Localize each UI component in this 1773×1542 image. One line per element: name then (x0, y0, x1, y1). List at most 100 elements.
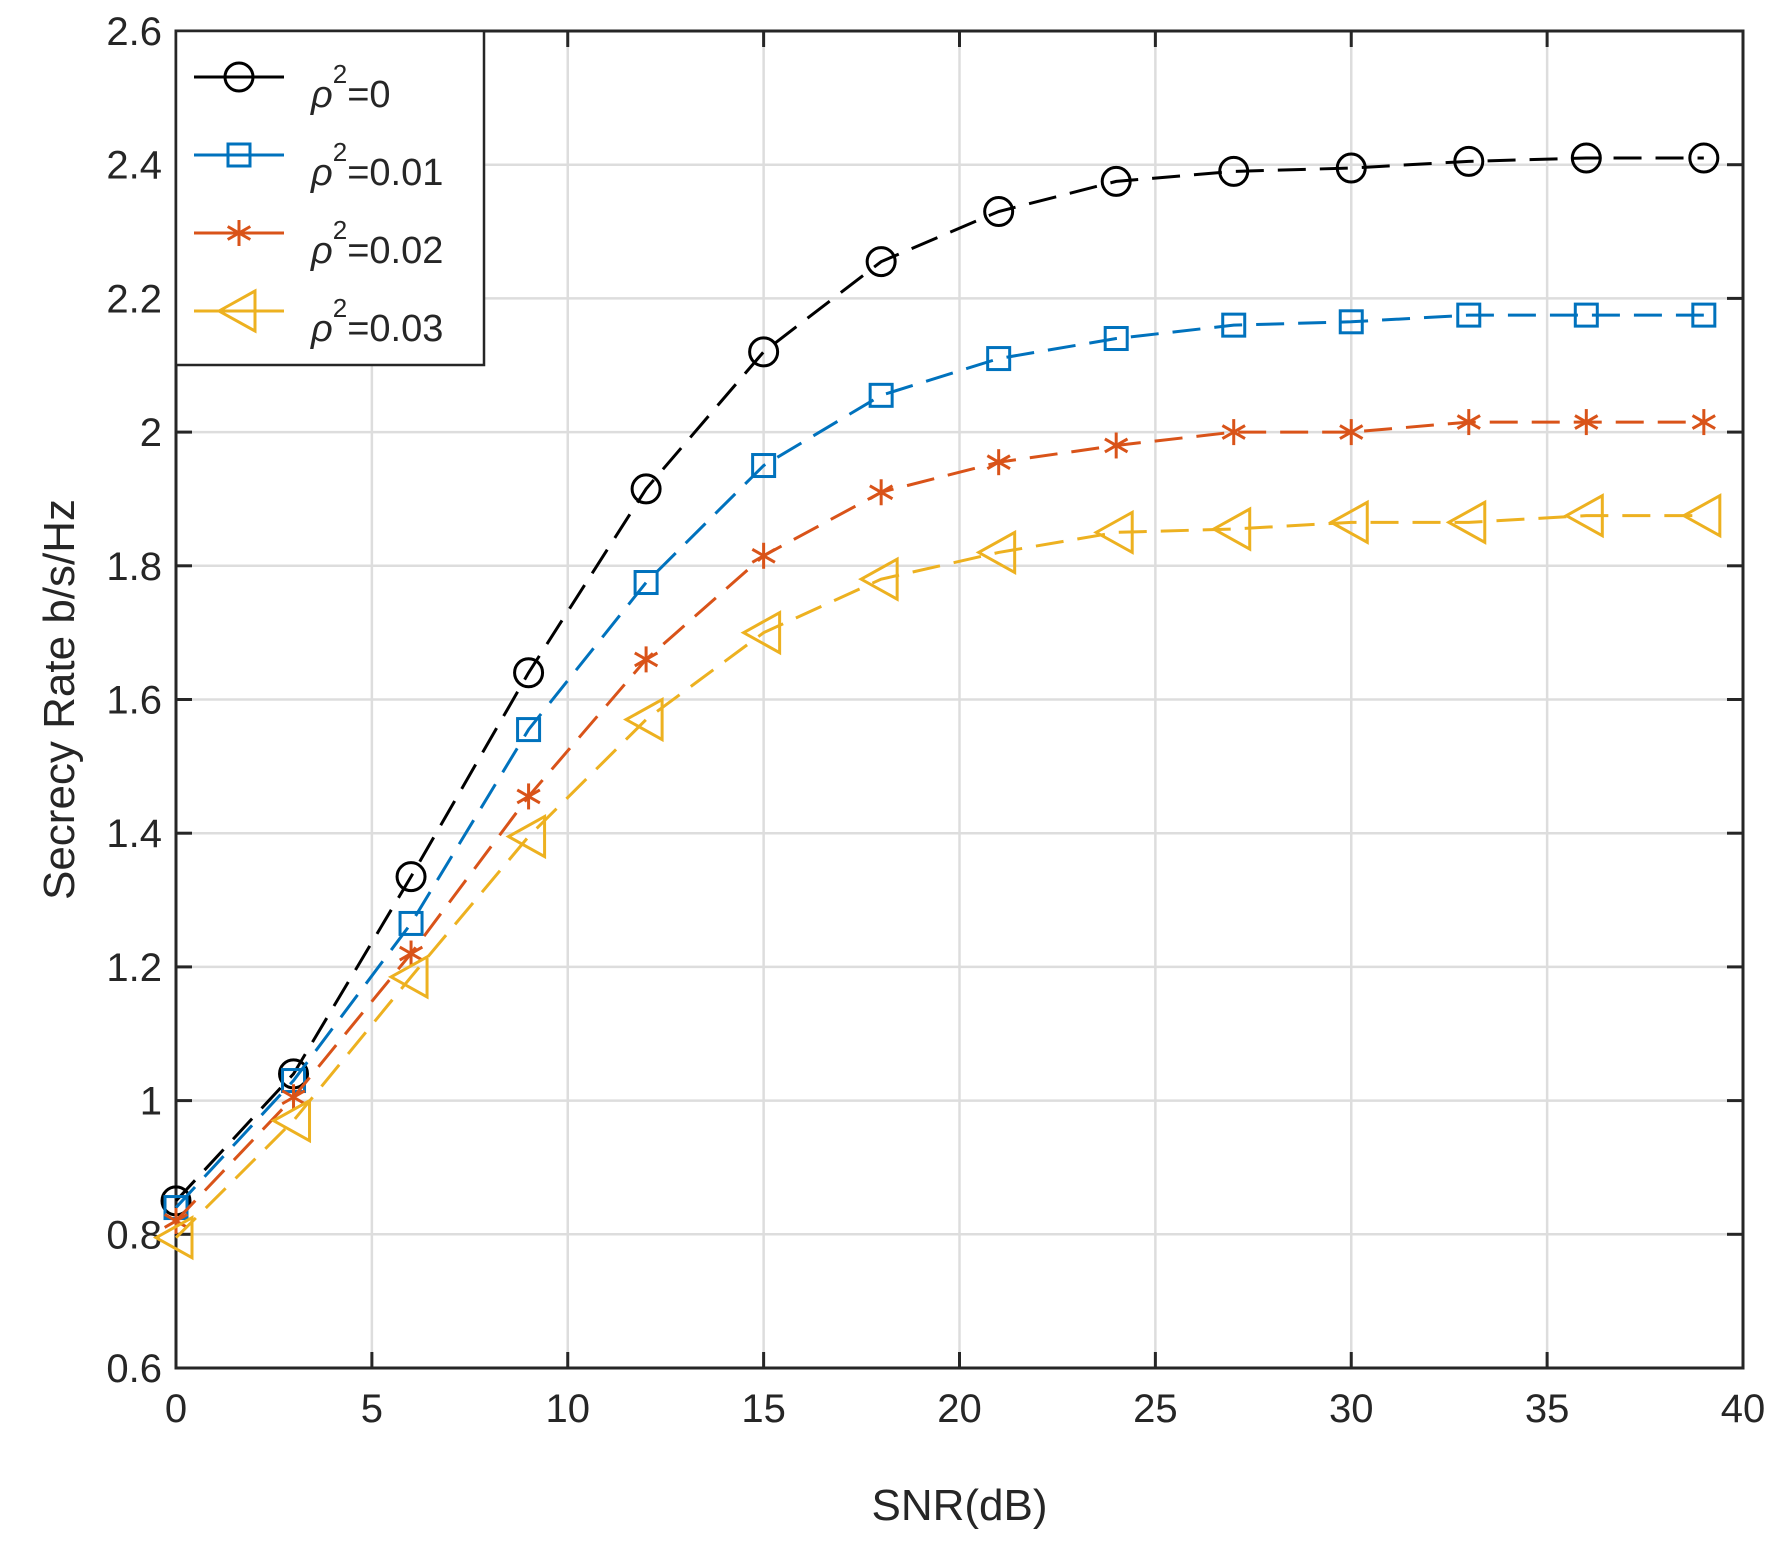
x-tick-label: 20 (937, 1387, 982, 1431)
legend-entry-4: ρ2=0.03 (194, 288, 443, 350)
legend-label: ρ2=0.02 (310, 215, 443, 272)
data-point-square (398, 910, 424, 936)
data-point-triangle-left (1328, 499, 1369, 545)
data-point-asterisk (1339, 419, 1364, 446)
data-point-square (1221, 312, 1247, 338)
data-point-square (1103, 326, 1129, 352)
data-point-circle (1688, 142, 1720, 174)
data-point-triangle-left (387, 954, 429, 1000)
y-tick-label: 2 (140, 411, 162, 455)
x-tick-label: 15 (741, 1387, 786, 1431)
data-point-asterisk (281, 1084, 306, 1111)
x-axis-title: SNR(dB) (871, 1481, 1047, 1530)
data-point-asterisk (869, 479, 894, 506)
legend-label: ρ2=0.03 (310, 293, 443, 350)
series-1 (160, 142, 1720, 1217)
data-point-square (1691, 302, 1717, 328)
data-point-circle (1335, 152, 1367, 184)
legend-marker (226, 220, 252, 246)
legend-marker (223, 61, 255, 93)
data-point-asterisk (1691, 409, 1716, 436)
series-2 (163, 302, 1717, 1221)
legend-marker (215, 288, 257, 334)
data-point-triangle-left (1210, 506, 1252, 552)
data-point-asterisk (163, 1207, 189, 1234)
data-point-triangle-left (975, 529, 1017, 575)
data-point-circle (983, 195, 1015, 227)
data-point-asterisk (1456, 409, 1481, 436)
legend-entry-1: ρ2=0 (194, 59, 391, 116)
data-point-asterisk (1104, 432, 1129, 459)
y-tick-label: 1.4 (106, 812, 162, 856)
data-point-triangle-left (152, 1215, 194, 1261)
legend-label: ρ2=0 (310, 59, 391, 116)
data-point-asterisk (516, 783, 541, 810)
data-point-asterisk (634, 646, 659, 673)
data-point-circle (1570, 142, 1602, 174)
data-point-circle (395, 861, 427, 893)
data-point-square (868, 382, 894, 408)
data-point-asterisk (986, 449, 1011, 476)
x-tick-label: 40 (1721, 1387, 1766, 1431)
x-tick-label: 0 (165, 1387, 187, 1431)
y-tick-label: 2.4 (106, 144, 162, 188)
data-point-triangle-left (1093, 509, 1134, 555)
data-point-circle (1453, 145, 1485, 177)
data-point-square (1338, 309, 1364, 335)
legend-entry-2: ρ2=0.01 (194, 137, 443, 194)
y-tick-label: 2.2 (106, 277, 162, 321)
data-series (152, 142, 1722, 1261)
y-tick-labels: 0.6 0.8 1 1.2 1.4 1.6 1.8 2 2.2 2.4 2.6 (106, 10, 162, 1391)
data-point-square (751, 453, 777, 479)
y-tick-label: 1 (140, 1080, 162, 1124)
x-tick-labels: 0 5 10 15 20 25 30 35 40 (165, 1387, 1765, 1431)
axis-ticks (174, 29, 1745, 1370)
data-point-circle (1100, 165, 1132, 197)
legend-marker (226, 142, 252, 168)
data-point-asterisk (1574, 409, 1599, 436)
data-point-triangle-left (1563, 493, 1604, 539)
series-line (174, 156, 1704, 1202)
y-tick-label: 1.2 (106, 946, 162, 990)
series-line (174, 420, 1704, 1222)
legend-label: ρ2=0.01 (310, 137, 443, 194)
y-tick-label: 1.8 (106, 545, 162, 589)
data-point-circle (513, 657, 545, 689)
data-point-circle (1218, 155, 1250, 187)
data-point-triangle-left (1445, 499, 1487, 545)
series-4 (152, 493, 1722, 1261)
data-point-triangle-left (740, 610, 782, 656)
data-point-triangle-left (505, 813, 547, 860)
data-point-asterisk (398, 940, 424, 967)
x-tick-label: 25 (1133, 1387, 1178, 1431)
y-tick-label: 1.6 (106, 679, 162, 723)
data-point-triangle-left (858, 556, 899, 602)
y-axis-title: Secrecy Rate b/s/Hz (35, 499, 84, 900)
data-point-circle (630, 473, 662, 505)
x-tick-label: 10 (546, 1387, 591, 1431)
data-point-asterisk (751, 542, 776, 569)
y-tick-label: 2.6 (106, 10, 162, 54)
data-point-triangle-left (270, 1098, 312, 1144)
data-point-square (1456, 302, 1482, 328)
y-tick-label: 0.8 (106, 1213, 162, 1257)
y-tick-label: 0.6 (106, 1347, 162, 1391)
x-tick-label: 5 (361, 1387, 383, 1431)
series-3 (163, 409, 1716, 1234)
x-tick-label: 30 (1329, 1387, 1374, 1431)
data-point-circle (748, 336, 780, 368)
data-point-square (1573, 302, 1599, 328)
series-line (174, 313, 1704, 1209)
data-point-triangle-left (1680, 493, 1722, 539)
legend: ρ2=0 ρ2=0.01 ρ2=0.02 ρ2=0.03 (174, 29, 486, 367)
data-point-triangle-left (623, 697, 664, 743)
grid-lines (176, 31, 1743, 1368)
legend-entry-3: ρ2=0.02 (194, 215, 443, 272)
series-line (174, 514, 1704, 1239)
data-point-square (516, 717, 542, 743)
x-tick-label: 35 (1525, 1387, 1570, 1431)
data-point-asterisk (1221, 419, 1246, 446)
data-point-square (633, 570, 659, 596)
data-point-square (986, 346, 1012, 372)
